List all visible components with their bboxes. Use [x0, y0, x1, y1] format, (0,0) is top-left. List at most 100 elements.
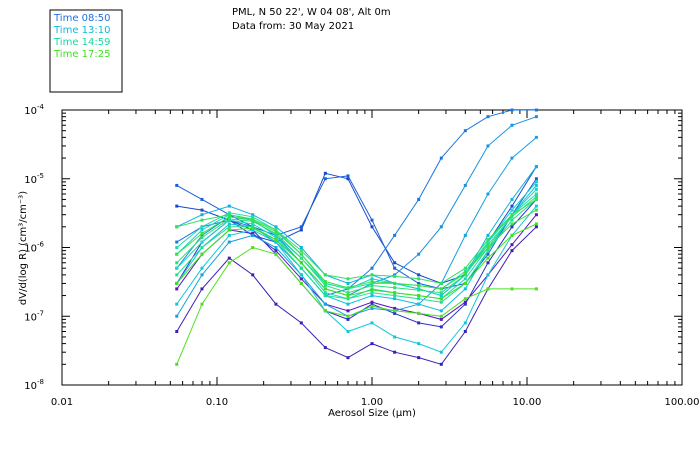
- axis-ticks: 0.01 0.10 1.00 10.00 100.00 10-8 10-7 10-6 10-5 1…: [24, 103, 699, 408]
- series-point: [370, 300, 374, 304]
- series-point: [393, 350, 397, 354]
- series-point: [439, 225, 443, 229]
- series-point: [274, 246, 278, 249]
- series-point: [370, 218, 374, 222]
- series-point: [439, 350, 443, 354]
- series-point: [534, 204, 538, 208]
- series-point: [299, 249, 303, 253]
- series-point: [393, 291, 397, 295]
- series-line: [176, 137, 537, 317]
- series-point: [299, 273, 303, 277]
- series-point: [299, 261, 303, 265]
- series-line: [176, 246, 537, 365]
- series-point: [299, 225, 303, 229]
- series-point: [486, 233, 490, 237]
- series-point: [510, 225, 514, 229]
- x-tick-label: 0.01: [51, 397, 73, 408]
- series-point: [274, 228, 278, 232]
- series-point: [200, 235, 204, 239]
- legend-box: [49, 9, 123, 93]
- series-point: [175, 183, 179, 187]
- series-point: [175, 261, 179, 265]
- series-point: [323, 291, 327, 295]
- series-point: [417, 342, 421, 346]
- series-point: [486, 144, 490, 148]
- series-point: [439, 156, 443, 160]
- series-point: [370, 284, 374, 288]
- series-point: [510, 249, 514, 253]
- chart-title-line1: PML, N 50 22', W 04 08', Alt 0m: [232, 7, 391, 18]
- series-point: [323, 177, 327, 181]
- series-point: [510, 108, 514, 112]
- series-point: [393, 309, 397, 313]
- series-point: [486, 240, 490, 244]
- series-point: [370, 273, 374, 277]
- series-point: [251, 213, 255, 217]
- series-point: [299, 252, 303, 256]
- series-point: [370, 304, 374, 308]
- series-line: [176, 193, 537, 290]
- series-point: [370, 302, 374, 306]
- series-point: [439, 291, 443, 295]
- series-point: [251, 273, 255, 277]
- series-point: [175, 204, 179, 208]
- series-point: [299, 256, 303, 260]
- series-point: [393, 281, 397, 285]
- series-point: [534, 177, 538, 181]
- series-point: [299, 277, 303, 281]
- series-point: [510, 243, 514, 247]
- series-point: [251, 225, 255, 229]
- series-point: [175, 287, 179, 291]
- series-point: [486, 192, 490, 196]
- x-tick-label: 1.00: [361, 397, 383, 408]
- series-point: [534, 195, 538, 199]
- series-point: [439, 317, 443, 321]
- legend-entry: Time 17:25: [53, 49, 110, 60]
- series-point: [486, 252, 490, 256]
- series-point: [274, 238, 278, 242]
- series-point: [227, 228, 231, 232]
- series-point: [200, 225, 204, 229]
- series-point: [323, 294, 327, 298]
- series-point: [251, 218, 255, 222]
- series-point: [417, 321, 421, 325]
- series-point: [393, 233, 397, 237]
- series-point: [393, 306, 397, 310]
- y-axis-label: dV/d(log R) (cm³/cm⁻³): [18, 191, 29, 305]
- series-point: [534, 183, 538, 187]
- series-point: [510, 222, 514, 226]
- series-point: [370, 288, 374, 292]
- series-point: [175, 362, 179, 366]
- series-point: [510, 208, 514, 212]
- series-point: [393, 273, 397, 277]
- series-point: [393, 297, 397, 301]
- series-point: [534, 165, 538, 169]
- series-point: [299, 321, 303, 325]
- series-point: [251, 226, 255, 230]
- series-point: [227, 240, 231, 244]
- series-line: [176, 205, 537, 353]
- series-point: [417, 281, 421, 285]
- series-point: [346, 294, 350, 298]
- series-point: [439, 314, 443, 318]
- series-point: [200, 213, 204, 217]
- series-point: [323, 284, 327, 288]
- series-point: [323, 309, 327, 313]
- series-point: [251, 222, 255, 226]
- series-point: [417, 273, 421, 277]
- series-point: [346, 174, 350, 178]
- x-axis-label: Aerosol Size (μm): [328, 408, 416, 419]
- series-point: [439, 297, 443, 301]
- series-point: [534, 180, 538, 184]
- series-point: [370, 342, 374, 346]
- series-point: [534, 115, 538, 119]
- x-tick-label: 100.00: [665, 397, 700, 408]
- series-point: [346, 297, 350, 301]
- series-point: [370, 294, 374, 298]
- series-point: [299, 266, 303, 270]
- series-point: [534, 208, 538, 212]
- series-point: [175, 266, 179, 270]
- series-point: [227, 261, 231, 265]
- series-line: [176, 185, 537, 312]
- series-point: [274, 231, 278, 235]
